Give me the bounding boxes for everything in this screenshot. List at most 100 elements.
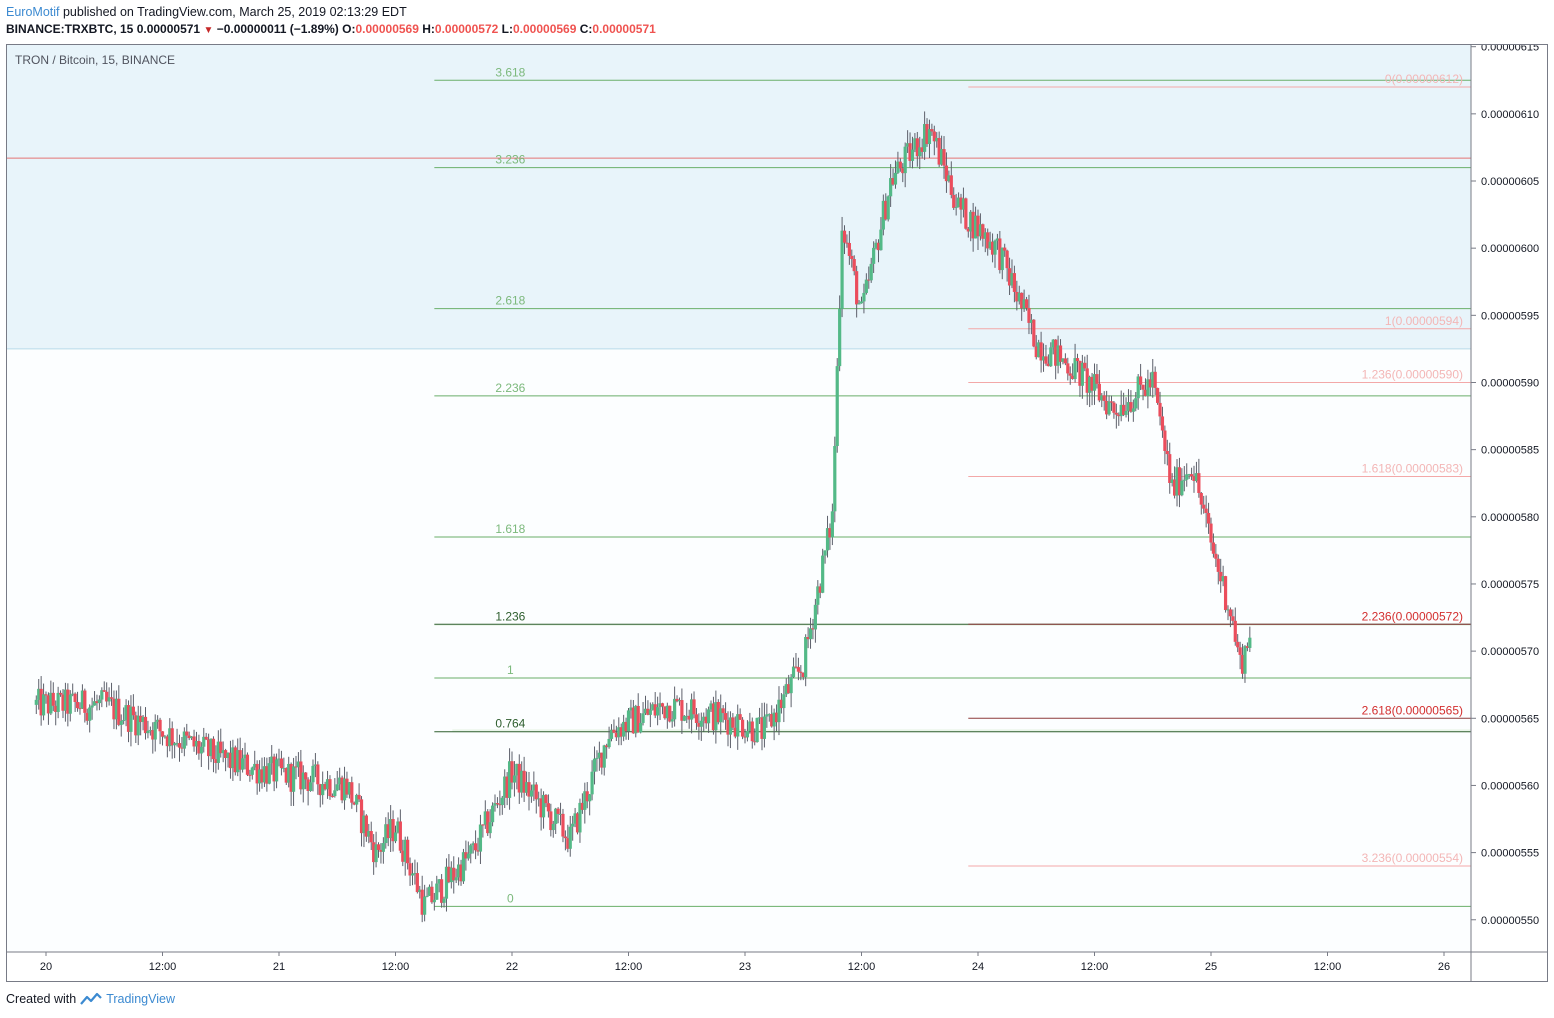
candle-body — [146, 730, 150, 734]
candle-body — [981, 224, 985, 239]
candle-body — [173, 743, 177, 746]
candle-body — [505, 776, 509, 798]
candle-body — [408, 863, 412, 876]
candle-body — [949, 175, 953, 195]
candle-body — [748, 721, 752, 731]
candle-body — [355, 794, 359, 805]
candle-body — [418, 889, 422, 893]
candle-body — [893, 172, 898, 185]
candle-body — [546, 803, 551, 812]
candle-body — [1058, 345, 1063, 362]
author-link[interactable]: EuroMotif — [6, 5, 60, 19]
candle-body — [515, 763, 519, 776]
candle-body — [350, 782, 354, 803]
candle-body — [270, 756, 274, 764]
candle-body — [1211, 542, 1216, 554]
candle-body — [177, 743, 182, 748]
candle-body — [447, 866, 451, 883]
candle-body — [711, 703, 716, 731]
candle-body — [939, 149, 944, 165]
high-label: H: — [422, 22, 435, 36]
candle-body — [1134, 398, 1138, 409]
candle-body — [731, 717, 735, 728]
candle-body — [384, 824, 388, 844]
candle-body — [840, 230, 844, 309]
candle-body — [918, 147, 922, 157]
ohlc-line: BINANCE:TRXBTC, 15 0.00000571 ▼ −0.00000… — [6, 22, 656, 36]
candle-body — [889, 178, 893, 197]
close-label: C: — [579, 22, 593, 36]
candle-body — [328, 779, 332, 797]
candle-body — [694, 714, 699, 724]
candle-body — [969, 211, 973, 232]
candle-body — [1206, 512, 1211, 524]
price-tick-label: 0.00000560 — [1481, 780, 1539, 792]
publish-line: EuroMotif published on TradingView.com, … — [6, 5, 407, 19]
candle-body — [117, 698, 121, 725]
candle-body — [403, 839, 407, 862]
candle-body — [49, 692, 53, 714]
candle-body — [131, 706, 135, 716]
open-value: 0.00000569 — [355, 22, 419, 36]
candle-body — [185, 731, 189, 736]
low-label: L: — [501, 22, 513, 36]
candle-body — [37, 688, 41, 700]
candle-body — [622, 721, 626, 737]
candle-body — [464, 852, 468, 859]
time-tick-label: 12:00 — [382, 961, 410, 973]
candle-body — [1054, 339, 1058, 366]
candle-body — [779, 699, 784, 709]
candle-body — [119, 720, 123, 725]
candle-body — [762, 716, 767, 739]
candle-body — [998, 238, 1002, 271]
candle-body — [702, 716, 706, 721]
candle-body — [330, 796, 334, 798]
candle-body — [789, 677, 793, 694]
candle-body — [770, 714, 774, 727]
price-chart[interactable]: 3.618 3.236 2.618 2.236 1.618 1.236 1 0.764 0 0(0… — [6, 44, 1548, 982]
candle-body — [1049, 347, 1053, 367]
candle-body — [245, 754, 250, 775]
time-tick-label: 20 — [40, 961, 52, 973]
candle-body — [393, 832, 398, 842]
chart-frame[interactable]: 3.618 3.236 2.618 2.236 1.618 1.236 1 0.764 0 0(0… — [6, 44, 1548, 982]
candle-body — [1199, 493, 1203, 505]
candle-body — [706, 709, 711, 724]
candle-body — [216, 741, 220, 763]
candle-body — [835, 366, 839, 447]
candle-body — [609, 729, 614, 739]
footer: Created with TradingView — [6, 992, 175, 1006]
candle-body — [932, 131, 936, 142]
candle-body — [95, 701, 99, 704]
candle-body — [415, 873, 419, 893]
candle-body — [651, 704, 655, 710]
candle-body — [1022, 299, 1026, 309]
time-tick-label: 24 — [972, 961, 984, 973]
candle-body — [1182, 479, 1186, 481]
candle-body — [272, 756, 276, 782]
candle-body — [323, 784, 327, 790]
candle-body — [238, 750, 242, 770]
candle-body — [1039, 342, 1043, 361]
candle-body — [287, 763, 291, 783]
candle-body — [1109, 401, 1114, 403]
candle-body — [658, 703, 662, 708]
candle-body — [532, 784, 536, 791]
candle-body — [1068, 373, 1072, 376]
candle-body — [1233, 620, 1237, 642]
candle-body — [342, 778, 347, 801]
candle-body — [602, 745, 606, 768]
candle-body — [182, 731, 186, 749]
candle-body — [709, 703, 713, 710]
candle-body — [1020, 292, 1024, 309]
candle-body — [126, 705, 131, 732]
candle-body — [432, 899, 436, 903]
candle-body — [665, 705, 669, 719]
tradingview-link[interactable]: TradingView — [106, 992, 175, 1006]
candle-body — [221, 750, 225, 754]
candle-body — [449, 867, 453, 883]
candle-body — [1044, 356, 1048, 364]
candle-body — [333, 790, 337, 797]
candle-body — [289, 763, 293, 792]
candle-body — [830, 511, 834, 538]
